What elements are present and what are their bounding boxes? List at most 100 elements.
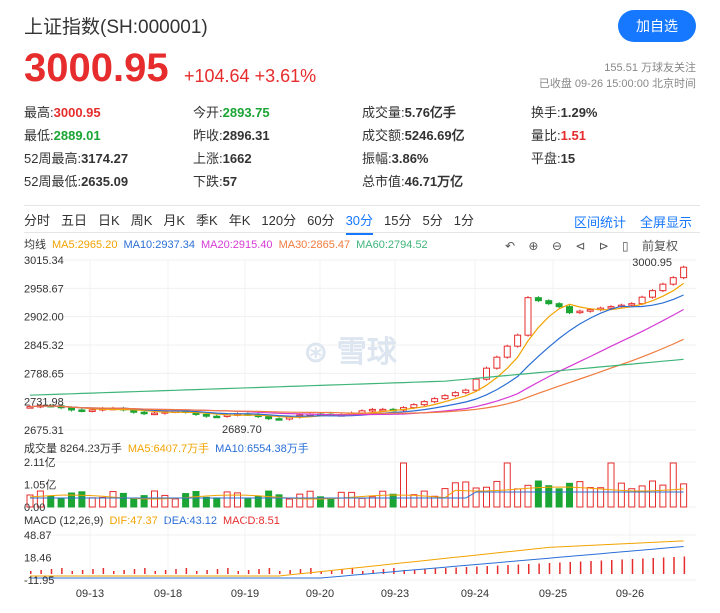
macd-bar	[579, 561, 582, 574]
current-price: 3000.95	[24, 46, 169, 90]
add-watchlist-button[interactable]: 加自选	[618, 10, 696, 42]
volume-bar	[545, 485, 553, 508]
volume-bar	[265, 490, 273, 508]
volume-bar	[400, 462, 407, 508]
stat-cell: 最低:2889.01	[24, 125, 193, 144]
candle-body	[202, 413, 210, 417]
period-tab[interactable]: 月K	[163, 212, 186, 228]
macd-bar	[569, 562, 571, 574]
watermark: ⊛ 雪球	[303, 336, 397, 369]
volume-bar	[555, 488, 563, 508]
macd-bar	[372, 570, 374, 574]
period-tab[interactable]: 1分	[453, 212, 474, 228]
macd-bar	[393, 568, 395, 574]
period-tab[interactable]: 周K	[130, 212, 153, 228]
period-tab[interactable]: 季K	[196, 212, 218, 228]
volume-bar	[680, 483, 688, 508]
period-tab[interactable]: 分时	[24, 212, 51, 228]
candle-body	[638, 296, 646, 305]
stat-label: 振幅:	[362, 151, 392, 166]
macd-bar	[310, 568, 312, 574]
legend-item: MA5:2965.20	[52, 239, 118, 251]
zoom-in-icon[interactable]: ⊕	[528, 239, 539, 253]
price-change: +104.64 +3.61%	[184, 66, 317, 86]
period-tab[interactable]: 120分	[261, 212, 297, 228]
period-tab[interactable]: 年K	[228, 212, 251, 228]
macd-bar	[289, 570, 291, 574]
followers-count: 155.51 万球友关注	[604, 62, 696, 74]
stat-value: 5.76亿手	[404, 105, 456, 120]
stat-row: 52周最高:3174.27 上涨:1662 振幅:3.86% 平盘:15	[24, 146, 700, 169]
candle-body	[669, 277, 677, 285]
macd-bar	[164, 570, 167, 574]
candle-body	[431, 398, 439, 403]
macd-bar	[673, 557, 675, 574]
stat-value: 3.86%	[391, 151, 429, 166]
period-tab[interactable]: 五日	[61, 212, 88, 228]
macd-bar	[600, 560, 603, 574]
candle-body	[534, 297, 542, 302]
candle-body	[451, 392, 459, 397]
volume-bar	[358, 497, 366, 508]
stat-cell: 上涨:1662	[193, 148, 362, 167]
legend-item: MA10:2937.34	[123, 239, 195, 251]
volume-bar	[140, 495, 148, 508]
x-tick: 09-19	[231, 588, 259, 600]
stat-label: 52周最高:	[24, 151, 82, 166]
arrow-left-icon[interactable]: ⊲	[575, 239, 586, 253]
candle-type-icon[interactable]: ▯	[622, 239, 629, 253]
restore-icon[interactable]: ↶	[505, 239, 516, 253]
stat-cell: 下跌:57	[193, 171, 362, 190]
period-tab[interactable]: 日K	[98, 212, 120, 228]
legend-item: MA30:2865.47	[278, 239, 351, 251]
candle-body	[88, 409, 96, 412]
price-tick: 2902.00	[24, 312, 64, 324]
legend-item: MA60:2794.52	[356, 239, 428, 251]
ma-line	[29, 338, 684, 414]
adjust-select[interactable]: 前复权	[641, 239, 678, 253]
candle-body	[151, 412, 158, 416]
candle-body	[649, 290, 656, 298]
macd-bar	[445, 568, 447, 574]
stat-cell: 今开:2893.75	[193, 102, 362, 121]
stat-label: 今开:	[193, 105, 223, 120]
price-tick: 2845.32	[24, 340, 64, 352]
zoom-out-icon[interactable]: ⊖	[551, 239, 562, 253]
legend-label: MACD (12,26,9)	[24, 515, 104, 527]
volume-bar	[78, 491, 86, 508]
period-tab[interactable]: 60分	[307, 212, 335, 228]
macd-bar	[507, 565, 509, 574]
macd-bar	[268, 568, 271, 574]
stat-label: 成交量:	[362, 105, 405, 120]
volume-bar	[213, 497, 221, 508]
candle-body	[586, 309, 594, 312]
stat-value: 2635.09	[81, 174, 129, 189]
price-tick: 2958.67	[24, 283, 64, 295]
volume-bar	[26, 494, 34, 508]
period-link[interactable]: 区间统计	[573, 215, 626, 230]
candle-body	[410, 404, 418, 409]
volume-bar	[493, 480, 501, 508]
candle-body	[680, 266, 688, 279]
stat-row: 52周最低:2635.09 下跌:57 总市值:46.71万亿	[24, 169, 700, 192]
macd-bar	[175, 569, 177, 574]
volume-bar	[669, 462, 677, 508]
period-links: 区间统计 全屏显示	[560, 212, 692, 231]
period-tab[interactable]: 5分	[422, 212, 443, 228]
period-link[interactable]: 全屏显示	[639, 215, 692, 230]
stat-label: 上涨:	[193, 151, 223, 166]
arrow-right-icon[interactable]: ⊳	[598, 239, 609, 253]
period-tab[interactable]: 30分	[345, 210, 374, 235]
volume-bar	[576, 481, 584, 508]
candle-body	[545, 300, 553, 305]
stat-label: 最高:	[24, 105, 54, 120]
volume-bar	[337, 491, 345, 508]
candle-body	[493, 356, 501, 369]
macd-bar	[590, 561, 592, 574]
period-tab[interactable]: 15分	[384, 212, 412, 228]
candle-body	[566, 306, 573, 314]
candle-body	[514, 334, 522, 347]
volume-bar	[389, 493, 397, 508]
macd-bar	[50, 569, 53, 574]
